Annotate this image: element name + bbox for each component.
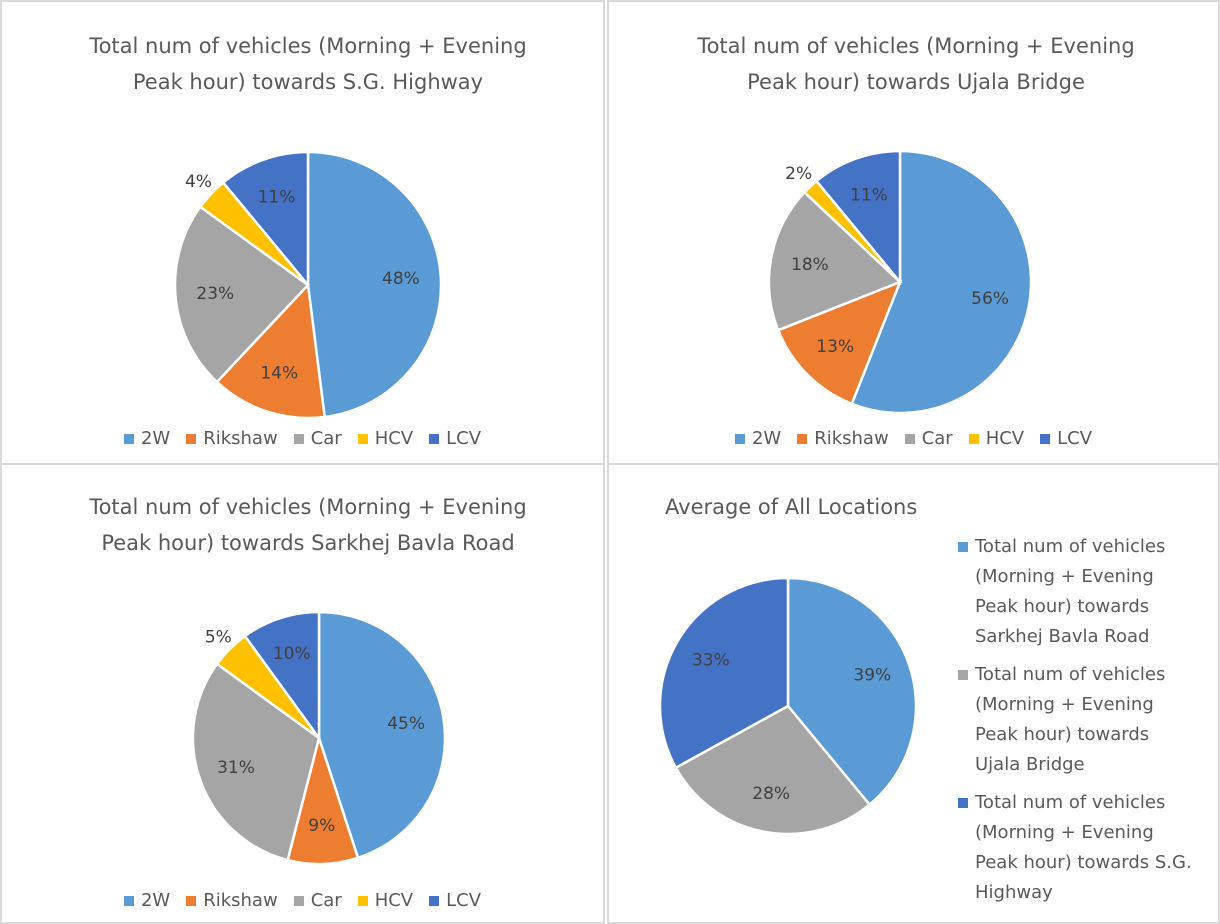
legend-label: HCV (374, 428, 414, 449)
data-label: 56% (971, 289, 1009, 309)
data-label: 10% (273, 644, 311, 664)
legend-swatch (357, 434, 368, 444)
chart-title: Total num of vehicles (Morning + Evening… (697, 34, 1135, 94)
pie-slice (243, 610, 321, 742)
legend-swatch (186, 896, 197, 906)
legend-swatch (968, 434, 979, 444)
legend-swatch (797, 434, 808, 444)
data-label: 9% (308, 816, 335, 836)
legend-label: Rikshaw (203, 890, 278, 911)
pie-slice (674, 704, 872, 836)
legend-label: Rikshaw (203, 428, 278, 449)
legend-swatch (958, 670, 968, 680)
legend-item: 2W (123, 428, 171, 449)
legend-swatch (293, 896, 304, 906)
data-label: 11% (258, 187, 296, 207)
legend-swatch (123, 896, 134, 906)
legend-item: Total num of vehicles (Morning + Evening… (958, 788, 1198, 908)
legend-label: Total num of vehicles (Morning + Evening… (975, 536, 1166, 647)
pie-slice (786, 576, 918, 807)
data-label: 48% (382, 269, 420, 289)
legend-item: LCV (429, 890, 481, 911)
pie-slice (767, 190, 903, 332)
legend: 2W Rikshaw Car HCV LCV (607, 428, 1220, 449)
pie-slice (215, 282, 327, 420)
legend-item: Total num of vehicles (Morning + Evening… (958, 532, 1198, 652)
pie-slice (658, 576, 790, 770)
legend: 2W Rikshaw Car HCV LCV (0, 428, 605, 449)
legend-label: 2W (140, 890, 171, 911)
data-label: 39% (853, 666, 891, 686)
data-label: 11% (850, 186, 888, 206)
pie-slice (317, 610, 447, 860)
pie-slice (191, 662, 321, 862)
panel (607, 463, 1220, 924)
legend-swatch (1040, 434, 1051, 444)
data-label: 13% (816, 337, 854, 357)
pie-slice (221, 150, 310, 289)
legend-item: LCV (1040, 428, 1092, 449)
legend-swatch (186, 434, 197, 444)
legend-item: Car (293, 890, 342, 911)
data-label: 18% (791, 255, 829, 275)
legend-label: LCV (446, 428, 482, 449)
legend-label: Car (310, 890, 342, 911)
legend-swatch (123, 434, 134, 444)
legend-item: Rikshaw (186, 428, 278, 449)
panel (0, 463, 605, 924)
legend-item: Car (904, 428, 953, 449)
chart-title: Average of All Locations (665, 495, 918, 519)
legend-swatch (293, 434, 304, 444)
data-label: 4% (185, 172, 212, 192)
chart-title: Total num of vehicles (Morning + Evening… (89, 495, 527, 555)
legend-item: Car (293, 428, 342, 449)
legend-item: 2W (734, 428, 782, 449)
legend-label: Total num of vehicles (Morning + Evening… (975, 664, 1166, 775)
legend-swatch (357, 896, 368, 906)
pie-slice (850, 149, 1033, 415)
legend-label: HCV (374, 890, 414, 911)
legend-item: HCV (357, 890, 414, 911)
legend-item: 2W (123, 890, 171, 911)
data-label: 5% (205, 627, 232, 647)
legend-label: LCV (1057, 428, 1093, 449)
legend-label: 2W (751, 428, 782, 449)
legend-item: HCV (357, 428, 414, 449)
data-label: 45% (387, 714, 425, 734)
pie-slice (776, 279, 903, 406)
legend-item: Rikshaw (186, 890, 278, 911)
legend-label: 2W (140, 428, 171, 449)
legend-label: LCV (446, 890, 482, 911)
legend-label: Rikshaw (814, 428, 889, 449)
data-label: 28% (752, 784, 790, 804)
legend-label: Car (310, 428, 342, 449)
legend-swatch (958, 798, 968, 808)
pie-slice (306, 150, 443, 419)
chart-title: Total num of vehicles (Morning + Evening… (89, 34, 527, 94)
data-label: 23% (196, 284, 234, 304)
legend-item: Total num of vehicles (Morning + Evening… (958, 660, 1198, 780)
data-label: 14% (260, 364, 298, 384)
data-label: 2% (785, 164, 812, 184)
legend-label: Car (921, 428, 953, 449)
legend-item: HCV (968, 428, 1025, 449)
pie-slice (814, 149, 902, 286)
legend-swatch (429, 434, 440, 444)
legend-item: LCV (429, 428, 481, 449)
legend-label: Total num of vehicles (Morning + Evening… (975, 792, 1192, 903)
data-label: 31% (217, 758, 255, 778)
legend-swatch (734, 434, 745, 444)
legend-item: Rikshaw (797, 428, 889, 449)
data-label: 33% (692, 650, 730, 670)
pie-slice (173, 205, 310, 384)
legend: Total num of vehicles (Morning + Evening… (958, 532, 1198, 908)
legend-swatch (958, 542, 968, 552)
legend: 2W Rikshaw Car HCV LCV (0, 890, 605, 911)
legend-swatch (904, 434, 915, 444)
legend-label: HCV (985, 428, 1025, 449)
legend-swatch (429, 896, 440, 906)
